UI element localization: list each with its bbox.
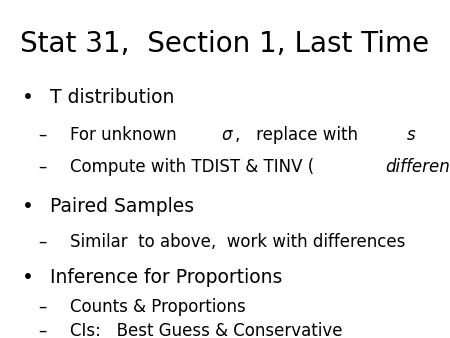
Text: –: – [38, 322, 46, 338]
Text: –: – [38, 126, 46, 144]
Text: Similar  to above,  work with differences: Similar to above, work with differences [70, 233, 405, 251]
Text: •: • [22, 88, 34, 107]
Text: Counts & Proportions: Counts & Proportions [70, 298, 246, 316]
Text: s: s [407, 126, 415, 144]
Text: Inference for Proportions: Inference for Proportions [50, 268, 283, 287]
Text: For unknown: For unknown [70, 126, 187, 144]
Text: •: • [22, 197, 34, 216]
Text: different!: different! [385, 158, 450, 176]
Text: Stat 31,  Section 1, Last Time: Stat 31, Section 1, Last Time [20, 30, 430, 58]
Text: ,   replace with: , replace with [235, 126, 368, 144]
Text: –: – [38, 298, 46, 316]
Text: •: • [22, 268, 34, 287]
Text: T distribution: T distribution [50, 88, 175, 107]
Text: CIs:   Best Guess & Conservative: CIs: Best Guess & Conservative [70, 322, 342, 338]
Text: –: – [38, 158, 46, 176]
Text: σ: σ [221, 126, 232, 144]
Text: Paired Samples: Paired Samples [50, 197, 194, 216]
Text: Compute with TDIST & TINV (: Compute with TDIST & TINV ( [70, 158, 314, 176]
Text: –: – [38, 233, 46, 251]
